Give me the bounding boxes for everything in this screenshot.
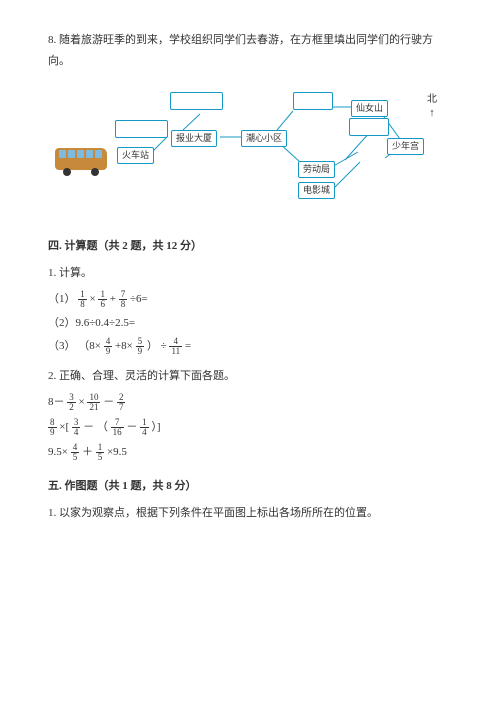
- node-cinema: 电影城: [298, 182, 335, 199]
- fraction: 27: [117, 393, 126, 412]
- fraction: 59: [136, 337, 145, 356]
- op: －: [103, 396, 117, 408]
- op: +: [110, 293, 119, 305]
- node-youth: 少年宫: [387, 138, 424, 155]
- fraction: 716: [111, 418, 124, 437]
- node-xiannv: 仙女山: [351, 100, 388, 117]
- fraction: 16: [98, 290, 107, 309]
- calc-1-prefix: （1）: [48, 293, 76, 305]
- empty-answer-box[interactable]: [349, 118, 389, 136]
- calc2-line-b: 89 ×[ 34 － （ 716 － 14 ）]: [48, 418, 452, 437]
- section-4-title: 四. 计算题（共 2 题，共 12 分）: [48, 236, 452, 257]
- north-label: 北: [427, 90, 437, 109]
- calc-item-3: （3） （8× 49 +8× 59 ） ÷ 411 =: [48, 337, 452, 356]
- fraction: 34: [72, 418, 81, 437]
- fraction: 45: [71, 443, 80, 462]
- node-bus-station: 火车站: [117, 147, 154, 164]
- section-4-q2-title: 2. 正确、合理、灵活的计算下面各题。: [48, 366, 452, 387]
- calc-1-suffix: ÷6=: [130, 293, 148, 305]
- suffix: ×9.5: [107, 446, 127, 458]
- fraction: 89: [48, 418, 57, 437]
- suffix: ）]: [151, 421, 160, 433]
- fraction: 14: [140, 418, 149, 437]
- empty-answer-box[interactable]: [293, 92, 333, 110]
- north-arrow-icon: ↑: [427, 109, 437, 119]
- calc-3-prefix: （3） （8×: [48, 340, 104, 352]
- pre: 9.5×: [48, 446, 71, 458]
- section-5-title: 五. 作图题（共 1 题，共 8 分）: [48, 476, 452, 497]
- section-5-q1: 1. 以家为观察点，根据下列条件在平面图上标出各场所所在的位置。: [48, 503, 452, 524]
- op: ×: [79, 396, 88, 408]
- calc-item-1: （1） 18 × 16 + 78 ÷6=: [48, 290, 452, 309]
- calc-3-suffix: =: [185, 340, 191, 352]
- calc2-line-a: 8－ 32 × 1021 － 27: [48, 393, 452, 412]
- pre: 8－: [48, 396, 67, 408]
- calc2-line-c: 9.5× 45 ＋ 15 ×9.5: [48, 443, 452, 462]
- fraction: 411: [169, 337, 182, 356]
- fraction: 78: [119, 290, 128, 309]
- fraction: 32: [67, 393, 76, 412]
- op: －: [126, 421, 140, 433]
- op: ＋: [82, 446, 93, 458]
- fraction: 1021: [87, 393, 100, 412]
- fraction: 18: [78, 290, 87, 309]
- fraction: 15: [96, 443, 105, 462]
- section-4-q1-title: 1. 计算。: [48, 263, 452, 284]
- question-8-text: 8. 随着旅游旺季的到来，学校组织同学们去春游，在方框里填出同学们的行驶方向。: [48, 30, 452, 72]
- node-baoye: 报业大厦: [171, 130, 217, 147]
- op: +8×: [115, 340, 136, 352]
- empty-answer-box[interactable]: [170, 92, 223, 110]
- empty-answer-box[interactable]: [115, 120, 168, 138]
- calc-item-2: （2）9.6÷0.4÷2.5=: [48, 315, 452, 332]
- node-labor: 劳动局: [298, 161, 335, 178]
- node-chaoxin: 潮心小区: [241, 130, 287, 147]
- route-diagram: 北 ↑ 火车站 报业大厦 潮心小区 仙女山 劳动局 电影城 少年宫: [55, 82, 445, 222]
- op: ×: [90, 293, 99, 305]
- fraction: 49: [104, 337, 113, 356]
- op: ） ÷: [147, 340, 170, 352]
- op: － （: [83, 421, 111, 433]
- north-indicator: 北 ↑: [427, 90, 437, 119]
- op: ×[: [59, 421, 72, 433]
- bus-icon: [55, 144, 111, 178]
